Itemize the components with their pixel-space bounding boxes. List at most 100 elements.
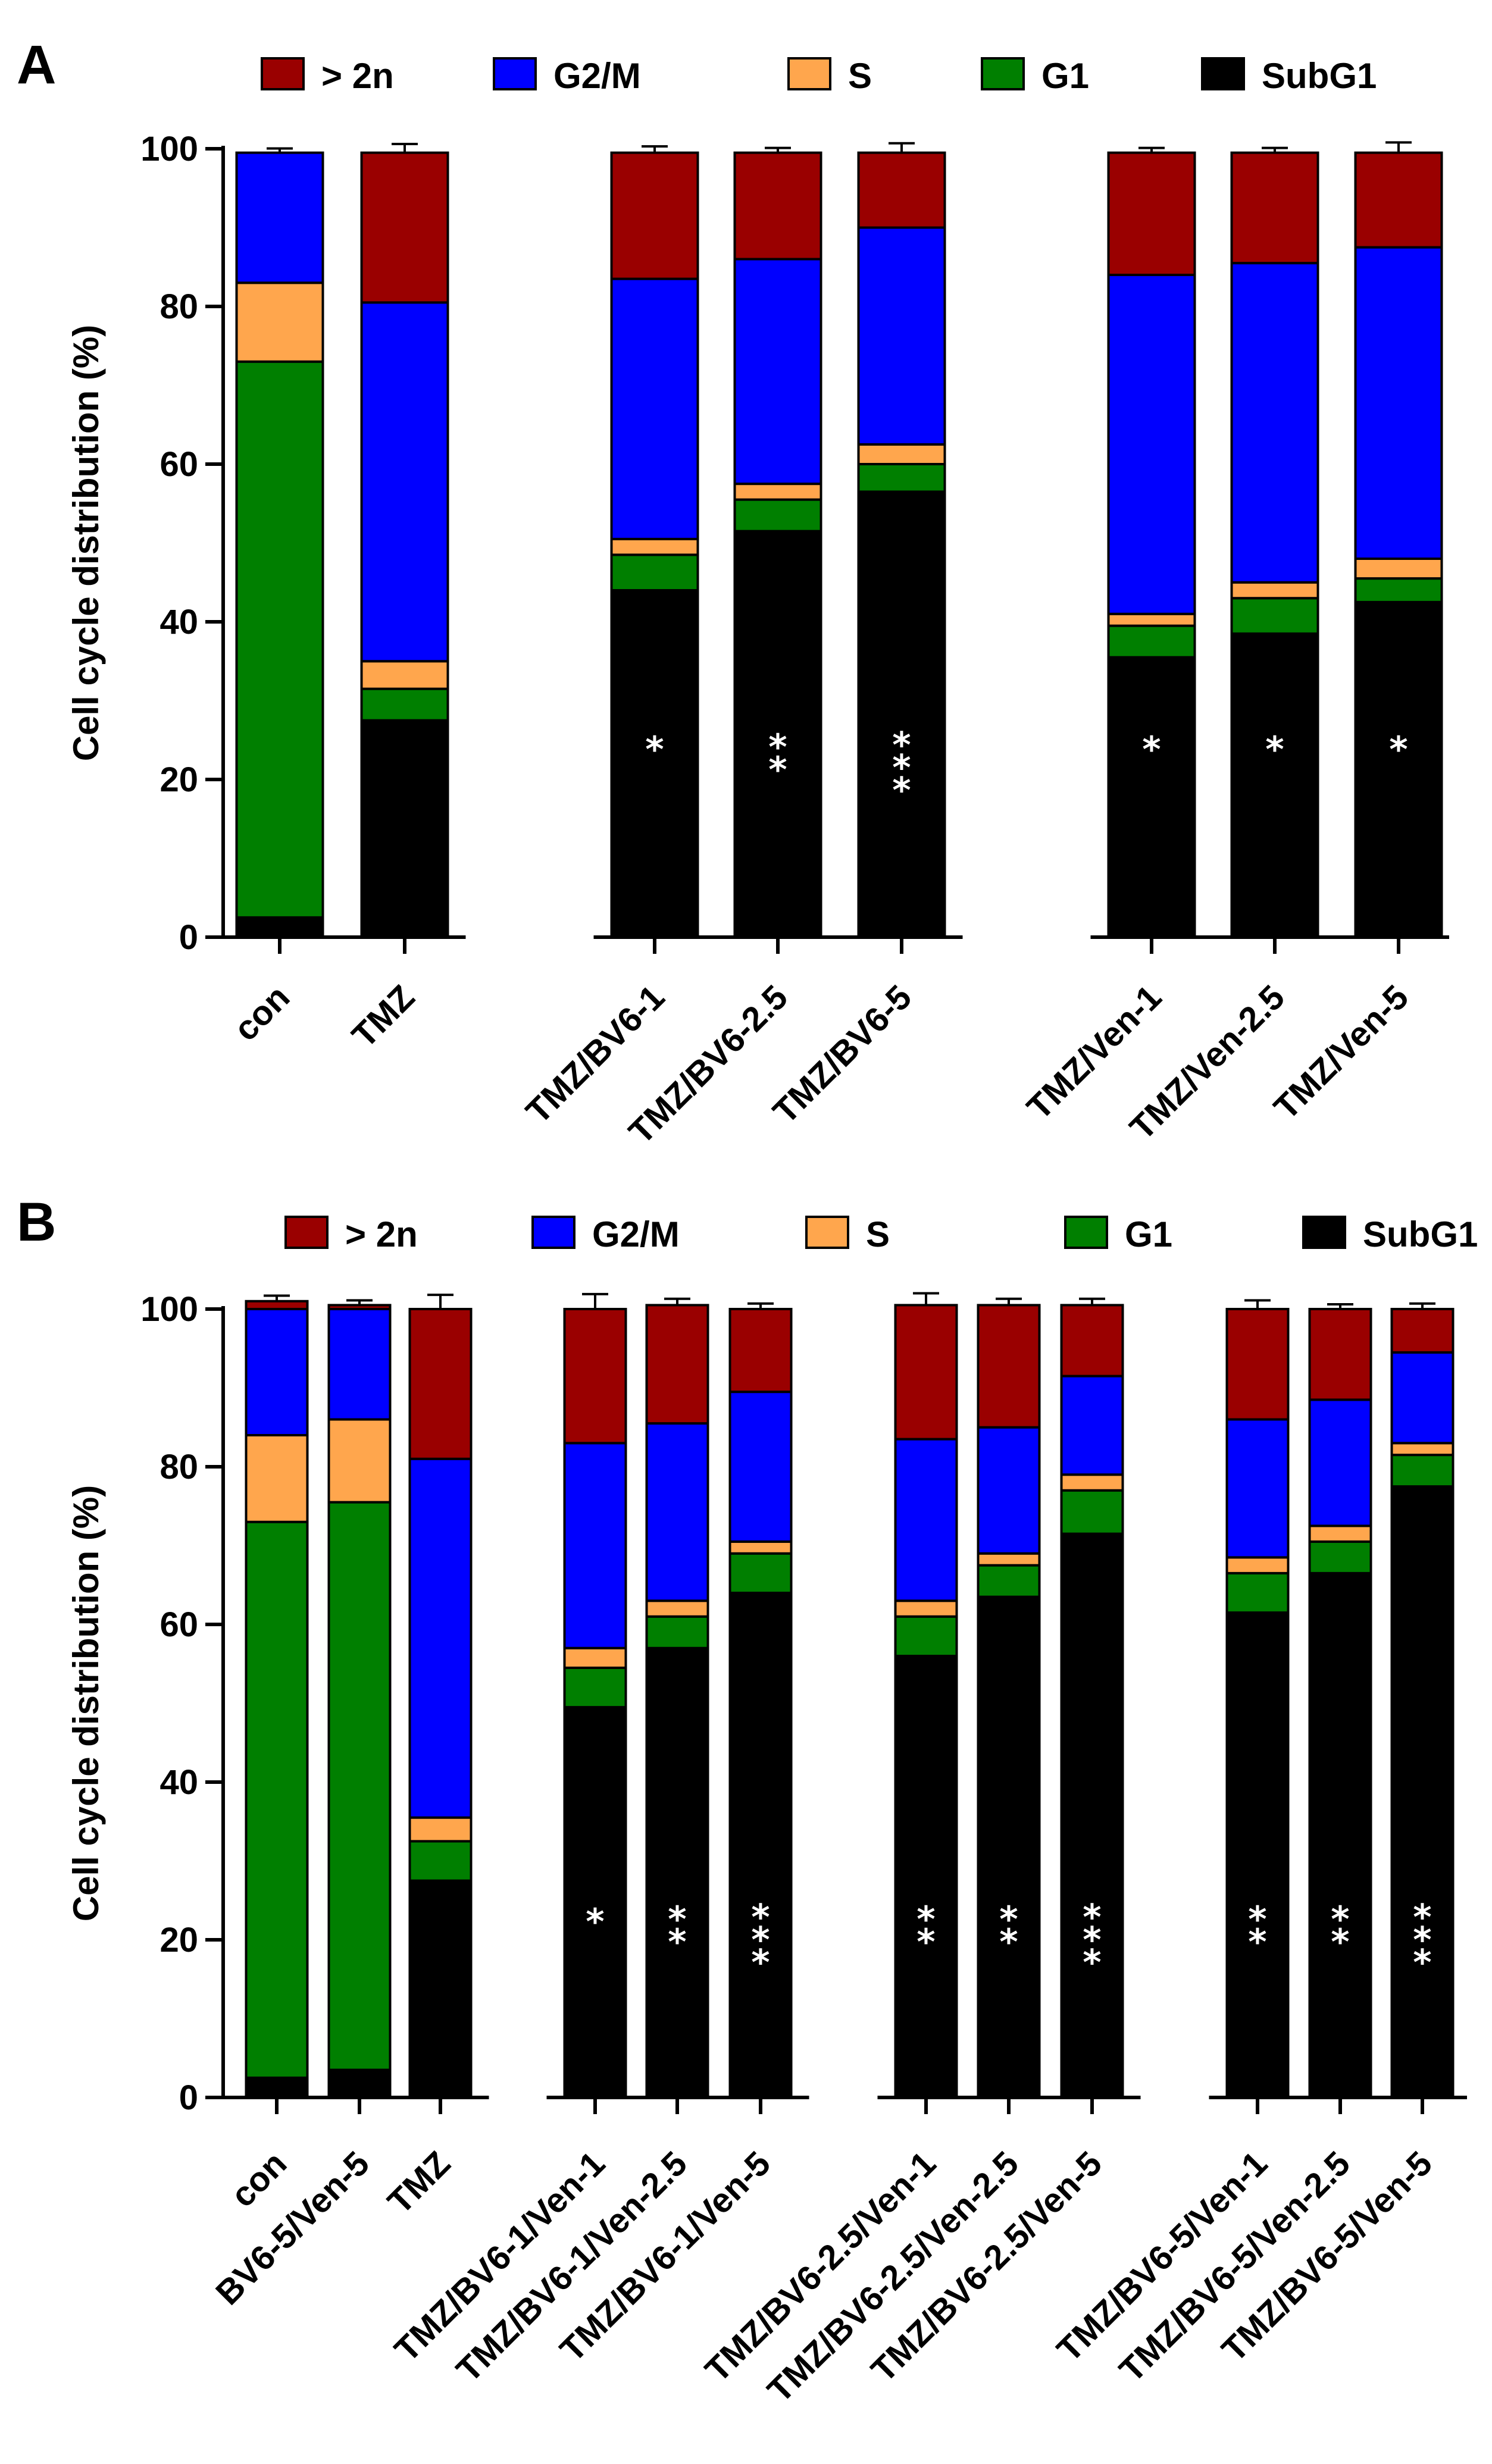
significance-marker: *	[1083, 1896, 1101, 1938]
bar-segment	[733, 483, 822, 501]
bar-segment	[1308, 1398, 1372, 1527]
legend-label: S	[866, 1214, 890, 1254]
x-tick-label: con	[226, 978, 297, 1048]
bar-segment	[327, 2068, 392, 2099]
bar-stack: **	[894, 1292, 958, 2099]
chart-panel-b: B > 2n G2/M S G1 SubG1 0 20 40 60 80 100 Cell cycle …	[17, 1192, 1478, 2410]
significance-marker: *	[768, 749, 787, 791]
y-tick-label: 100	[140, 1290, 198, 1329]
panel-letter: B	[17, 1192, 56, 1253]
bar-segment	[235, 360, 324, 919]
bar-segment	[857, 226, 946, 446]
bar-stack: **	[1225, 1299, 1290, 2099]
bar-segment	[235, 916, 324, 938]
y-tick-label: 0	[179, 918, 198, 957]
bar-segment	[857, 490, 946, 938]
y-tick-label: 60	[159, 445, 198, 484]
bar-segment	[245, 1300, 309, 1310]
legend-swatch	[1201, 57, 1245, 90]
bar-segment	[327, 1501, 392, 2071]
legend-label: SubG1	[1262, 56, 1377, 96]
bar-segment	[235, 281, 324, 363]
bar-segment	[1060, 1532, 1124, 2099]
bar-segment	[728, 1391, 793, 1543]
legend-swatch	[531, 1216, 575, 1249]
legend-label: SubG1	[1363, 1214, 1478, 1254]
bar-segment	[733, 258, 822, 486]
bar-segment	[1230, 581, 1319, 600]
y-tick-label: 0	[179, 2078, 198, 2117]
bar-segment	[610, 553, 699, 591]
bar-stack: ***	[728, 1302, 793, 2099]
y-tick-label: 60	[159, 1605, 198, 1644]
bar-segment	[1390, 1442, 1455, 1457]
legend-label: > 2n	[321, 56, 394, 96]
bar-stack: ***	[1060, 1297, 1124, 2099]
bar-segment	[1230, 151, 1319, 265]
bar-segment	[857, 463, 946, 493]
legend-swatch	[284, 1216, 329, 1249]
y-tick-label: 40	[159, 603, 198, 641]
bar-segment	[733, 498, 822, 533]
x-tick-label: BV6-5/Ven-5	[208, 2144, 377, 2312]
bar-segment	[1390, 1351, 1455, 1445]
bar-segment	[1354, 151, 1443, 249]
legend-label: G1	[1041, 56, 1089, 96]
bar-segment	[1390, 1454, 1455, 1488]
bar-segment	[977, 1564, 1041, 1598]
bar-segment	[408, 1308, 473, 1460]
significance-marker: *	[1389, 729, 1407, 771]
panel-letter: A	[17, 35, 56, 95]
bar-segment	[645, 1304, 709, 1425]
legend-swatch	[805, 1216, 849, 1249]
bar-segment	[1107, 624, 1196, 659]
bar-stack	[327, 1299, 392, 2099]
bar-segment	[728, 1540, 793, 1555]
bar-segment	[857, 151, 946, 229]
significance-marker: *	[917, 1921, 935, 1963]
bar-segment	[894, 1655, 958, 2099]
bar-segment	[1225, 1556, 1290, 1574]
significance-marker: *	[892, 747, 911, 788]
y-tick-label: 20	[159, 760, 198, 799]
significance-marker: *	[668, 1899, 686, 1940]
legend-swatch	[1064, 1216, 1108, 1249]
bar-stack: **	[645, 1297, 709, 2099]
bar-stack	[360, 143, 449, 938]
x-tick-label: TMZ	[380, 2144, 458, 2221]
bar-segment	[408, 1879, 473, 2099]
bar-segment	[894, 1599, 958, 1618]
bar-segment	[360, 151, 449, 304]
bar-segment	[327, 1418, 392, 1504]
significance-marker: *	[892, 769, 911, 811]
bar-segment	[245, 1308, 309, 1436]
bar-segment	[327, 1308, 392, 1421]
y-tick-label: 80	[159, 287, 198, 326]
significance-marker: *	[1083, 1942, 1101, 1983]
bar-segment	[645, 1646, 709, 2099]
significance-marker: *	[999, 1921, 1018, 1963]
significance-marker: *	[1413, 1919, 1431, 1961]
bar-segment	[977, 1595, 1041, 2099]
significance-marker: *	[1248, 1899, 1266, 1940]
bar-segment	[733, 151, 822, 261]
significance-marker: *	[1413, 1942, 1431, 1983]
bar-segment	[645, 1615, 709, 1649]
legend-label: G2/M	[592, 1214, 680, 1254]
y-tick-label: 80	[159, 1448, 198, 1486]
significance-marker: *	[751, 1919, 770, 1961]
bar-segment	[408, 1457, 473, 1819]
y-tick-label: 40	[159, 1763, 198, 1802]
significance-marker: *	[1331, 1899, 1349, 1940]
bar-segment	[235, 151, 324, 284]
bar-segment	[245, 2076, 309, 2099]
significance-marker: *	[751, 1942, 770, 1983]
significance-marker: *	[1413, 1896, 1431, 1938]
bar-segment	[1390, 1308, 1455, 1354]
bar-segment	[1225, 1571, 1290, 1614]
bar-segment	[1107, 274, 1196, 615]
bar-segment	[1107, 656, 1196, 938]
bar-segment	[894, 1615, 958, 1657]
bar-segment	[563, 1646, 627, 1669]
